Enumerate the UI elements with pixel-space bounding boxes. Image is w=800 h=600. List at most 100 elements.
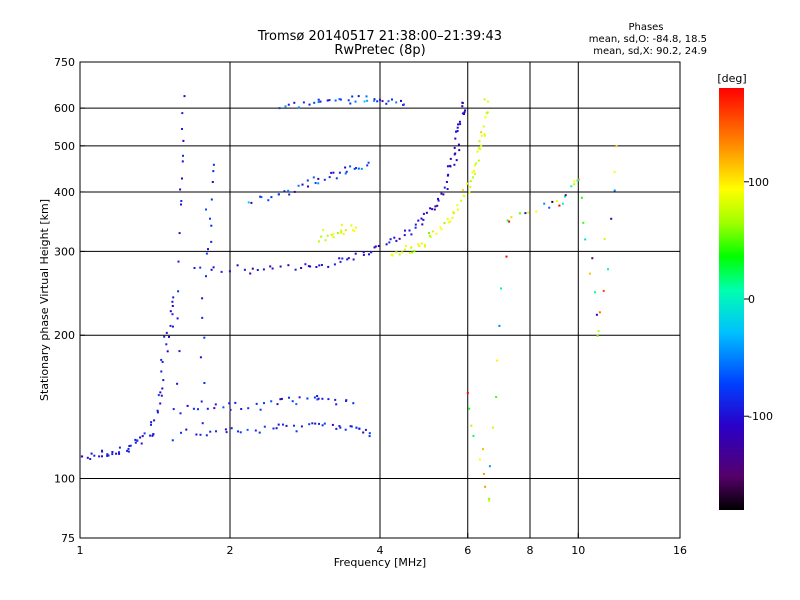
data-point: [319, 100, 322, 103]
data-point: [214, 403, 217, 406]
data-point: [340, 223, 343, 226]
data-point: [420, 217, 423, 220]
data-point: [335, 177, 338, 180]
data-point: [428, 232, 430, 235]
data-point: [437, 197, 439, 200]
data-point: [496, 359, 499, 362]
data-point: [464, 109, 467, 112]
colorbar-label: [deg]: [717, 72, 746, 85]
data-point: [160, 370, 163, 373]
data-point: [324, 239, 327, 242]
data-point: [335, 403, 338, 406]
data-point: [558, 204, 561, 207]
data-point: [556, 200, 559, 202]
data-point: [186, 404, 189, 407]
data-point: [181, 160, 184, 163]
data-point: [306, 179, 309, 182]
data-point: [106, 453, 109, 456]
data-point: [149, 434, 152, 437]
data-point: [270, 196, 273, 199]
data-point: [276, 403, 279, 406]
data-point: [452, 212, 455, 215]
data-point: [506, 219, 509, 222]
data-point: [298, 396, 301, 399]
data-point: [316, 395, 319, 397]
data-point: [505, 255, 508, 258]
data-point: [156, 409, 159, 412]
data-point: [417, 243, 420, 246]
data-point: [346, 258, 349, 261]
data-point: [352, 229, 354, 232]
data-point: [152, 433, 155, 436]
data-point: [201, 422, 204, 425]
data-point: [332, 233, 335, 236]
data-point: [374, 245, 377, 248]
data-point: [247, 407, 250, 410]
data-point: [285, 424, 288, 427]
data-point: [317, 182, 320, 185]
data-point: [410, 233, 413, 236]
data-point: [362, 251, 365, 254]
data-point: [201, 297, 204, 300]
data-point: [237, 430, 239, 433]
data-point: [279, 398, 282, 401]
data-point: [308, 103, 311, 106]
data-point: [159, 402, 162, 405]
data-point: [326, 99, 329, 102]
data-point: [160, 358, 163, 361]
data-point: [139, 436, 142, 439]
data-point: [457, 123, 460, 126]
data-point: [480, 131, 483, 134]
data-point: [182, 154, 184, 157]
data-point: [275, 427, 278, 430]
data-point: [335, 427, 338, 430]
grid-lines: [80, 62, 680, 538]
data-point: [205, 275, 207, 278]
data-point: [610, 217, 613, 220]
data-point: [435, 232, 438, 235]
data-point: [199, 356, 202, 359]
data-point: [111, 451, 114, 453]
data-point: [473, 164, 476, 167]
data-point: [453, 163, 456, 166]
data-point: [207, 248, 209, 251]
y-tick-label: 500: [54, 140, 75, 153]
phases-mean-x: mean, sd,X: 90.2, 24.9: [593, 46, 707, 57]
data-point: [594, 291, 597, 294]
data-point: [432, 230, 435, 233]
data-point: [317, 101, 320, 104]
data-point: [172, 408, 175, 411]
data-point: [403, 103, 405, 106]
data-point: [472, 176, 474, 179]
data-point: [225, 431, 228, 434]
data-point: [597, 330, 600, 333]
phases-header: Phases: [628, 22, 663, 33]
data-point: [209, 430, 212, 433]
data-point: [337, 232, 339, 234]
data-point: [210, 224, 213, 227]
data-point: [193, 267, 196, 269]
data-point: [246, 428, 249, 431]
data-point: [535, 210, 538, 213]
data-point: [345, 399, 348, 402]
data-point: [376, 100, 379, 103]
data-point: [473, 172, 476, 175]
data-point: [446, 165, 449, 168]
data-point: [476, 150, 479, 153]
data-point: [454, 152, 457, 155]
data-point: [101, 450, 104, 453]
data-point: [293, 424, 295, 427]
data-point: [459, 123, 462, 126]
data-point: [350, 224, 353, 227]
data-point: [269, 265, 272, 268]
data-point: [171, 439, 174, 442]
data-point: [236, 264, 239, 267]
data-point: [307, 265, 310, 268]
data-point: [210, 268, 213, 271]
data-point: [543, 202, 546, 205]
data-point: [408, 251, 411, 254]
data-point: [596, 334, 599, 337]
data-point: [395, 239, 398, 242]
data-point: [370, 251, 373, 254]
data-point: [229, 408, 232, 411]
